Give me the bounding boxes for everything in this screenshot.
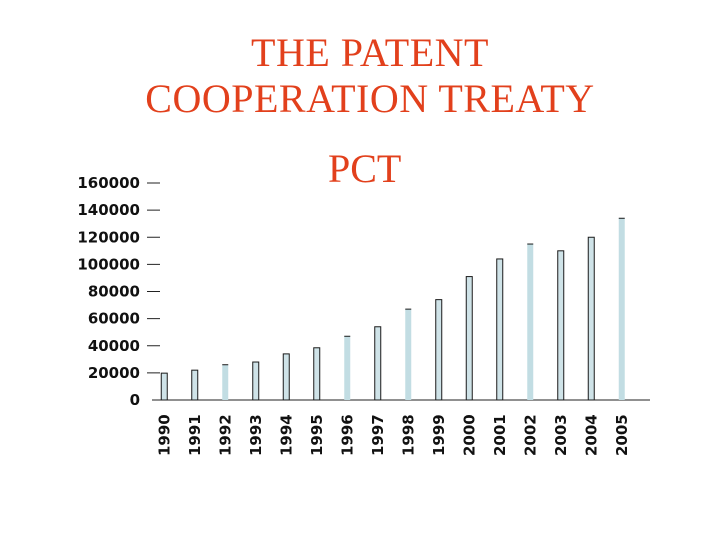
x-tick-label-1996: 1996 (338, 414, 356, 456)
y-tick-label: 120000 (77, 228, 140, 246)
slide-title-line-2: COOPERATION TREATY (145, 76, 595, 121)
y-tick-label: 60000 (88, 310, 140, 328)
bar-1993 (252, 361, 260, 401)
chart-title: PCT (328, 146, 402, 191)
y-tick-label: 100000 (77, 255, 140, 273)
x-tick-label-2002: 2002 (521, 414, 539, 456)
bar-1997 (374, 326, 382, 401)
bar-2004 (587, 236, 595, 401)
x-tick-label-1991: 1991 (186, 414, 204, 456)
x-tick-label-2005: 2005 (613, 414, 631, 456)
x-tick-label-2001: 2001 (491, 414, 509, 456)
x-tick-label-1999: 1999 (430, 414, 448, 456)
bar-1991 (191, 369, 199, 401)
x-tick-label-2004: 2004 (582, 414, 600, 456)
x-tick-label-1997: 1997 (369, 414, 387, 456)
x-tick-label-2003: 2003 (552, 414, 570, 456)
bar-1996 (344, 336, 351, 400)
bar-2002 (527, 244, 534, 400)
y-tick-label: 140000 (77, 201, 140, 219)
slide-title: THE PATENT COOPERATION TREATY (0, 30, 720, 122)
y-tick-label: 80000 (88, 283, 140, 301)
y-tick-label: 0 (130, 391, 140, 409)
bar-1994 (282, 353, 290, 401)
bar-2005 (618, 218, 625, 400)
bar-1990 (160, 372, 168, 401)
y-tick-label: 40000 (88, 337, 140, 355)
x-tick-label-1998: 1998 (399, 414, 417, 456)
bar-2001 (496, 258, 504, 401)
x-tick-label-2000: 2000 (460, 414, 478, 456)
y-tick-label: 20000 (88, 364, 140, 382)
x-tick-label-1994: 1994 (277, 414, 295, 456)
bar-1992 (222, 364, 229, 400)
x-tick-label-1993: 1993 (247, 414, 265, 456)
bar-1999 (435, 299, 443, 401)
x-tick-label-1990: 1990 (155, 414, 173, 456)
x-tick-label-1992: 1992 (216, 414, 234, 456)
x-tick-label-1995: 1995 (308, 414, 326, 456)
bar-1995 (313, 347, 321, 401)
slide-title-line-1: THE PATENT (251, 30, 489, 75)
y-tick-label: 160000 (77, 174, 140, 192)
bar-2000 (465, 276, 473, 401)
bar-1998 (405, 309, 412, 400)
bar-2003 (557, 250, 565, 401)
